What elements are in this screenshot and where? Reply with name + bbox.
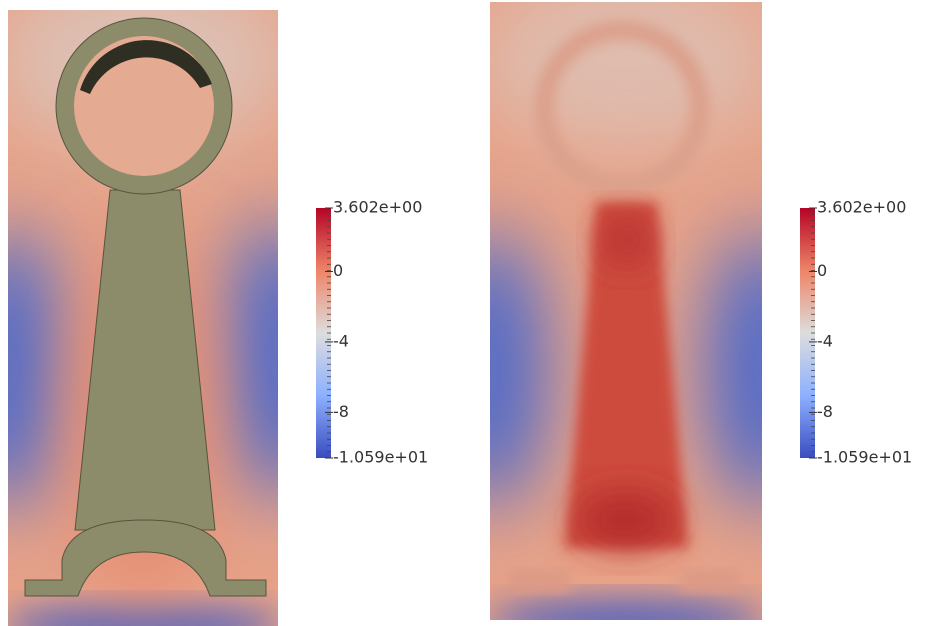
colorbar-max-label: 3.602e+00 [333,198,422,217]
field-render-right [435,0,817,626]
colorbar-tick-label: 0 [333,261,343,280]
colorbar-max-label: 3.602e+00 [817,198,906,217]
colorbar-tick-label: -8 [333,402,349,421]
colorbar-min-label: -1.059e+01 [333,448,428,467]
screenshot: 3.602e+00 -1.059e+01 0 -4 -8 3.602e+00 -1.059e… [0,0,932,626]
colorbar-tick-label: -4 [333,331,349,350]
colorbar-min-label: -1.059e+01 [817,448,912,467]
colorbar-tick-label: 0 [817,261,827,280]
colorbar-tick-label: -8 [817,402,833,421]
colorbar-tick-label: -4 [817,331,833,350]
